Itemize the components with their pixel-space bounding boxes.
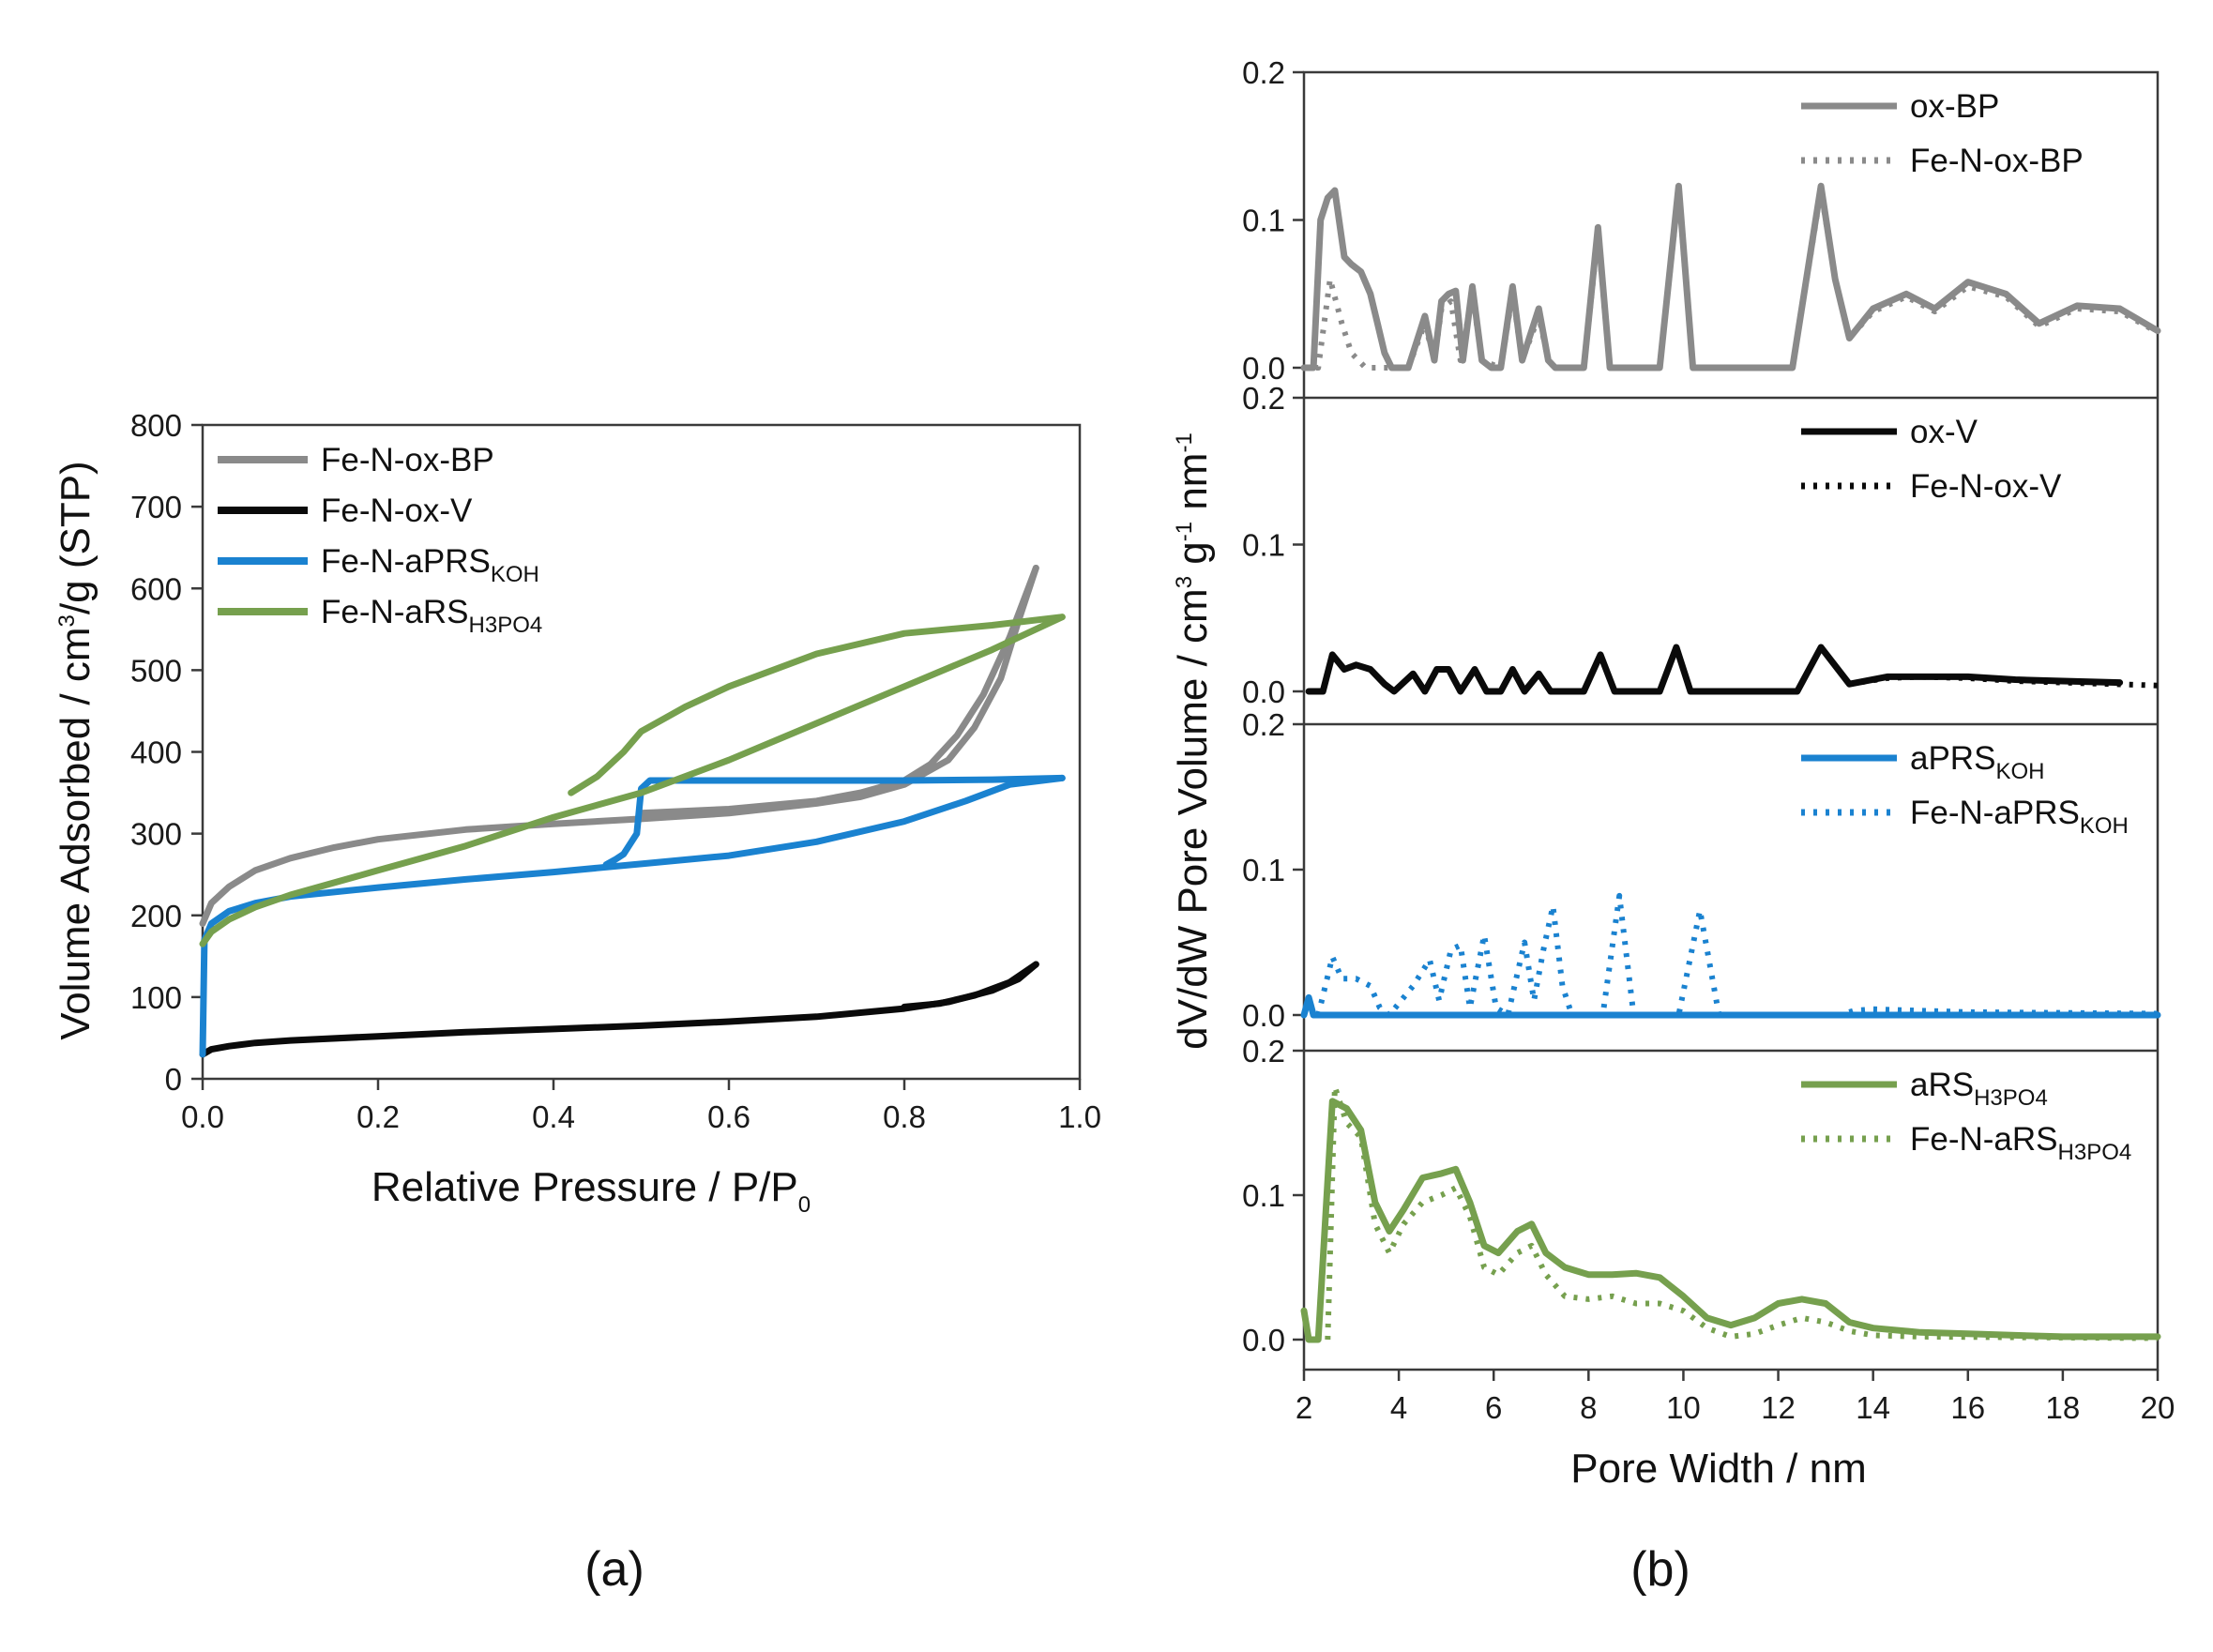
legend-label-main: aPRS [1910, 740, 1995, 777]
y-tick-label: 0.1 [1242, 528, 1285, 563]
series-fe-n-ars-h3po4-line [1325, 1084, 2159, 1341]
y-tick-label: 600 [130, 571, 182, 606]
y-tick-label: 0.2 [1242, 707, 1285, 742]
y-tick-label: 0.1 [1242, 1178, 1285, 1213]
series-fe-n-aprs-koh-line [1315, 892, 2159, 1018]
y-tick-label: 0.2 [1242, 55, 1285, 90]
y-tick-label: 0.2 [1242, 1034, 1285, 1068]
x-tick-label: 0.8 [883, 1099, 926, 1134]
legend-label-main: Fe-N-ox-V [1910, 468, 2062, 505]
panel-b-plot-frame [1302, 70, 2160, 1372]
legend-label-subscript: H3PO4 [1974, 1085, 2048, 1111]
legend-label-main: Fe-N-ox-V [321, 493, 473, 529]
legend-label-main: Fe-N-aRS [1910, 1121, 2058, 1158]
legend-label: Fe-N-ox-BP [321, 442, 494, 478]
x-tick-label: 18 [2046, 1390, 2081, 1425]
y-tick-label: 400 [130, 735, 182, 770]
y-tick-label: 0.2 [1242, 381, 1285, 416]
legend-label-subscript: KOH [491, 562, 539, 587]
legend-label-main: aRS [1910, 1067, 1974, 1103]
x-tick-label: 20 [2141, 1390, 2175, 1425]
panel-b-y-axis-label: dV/dW Pore Volume / cm3 g-1 nm-1 [1170, 432, 1216, 1050]
legend-label-main: ox-V [1910, 414, 1978, 450]
panel-a-caption: (a) [584, 1542, 644, 1597]
x-tick-label: 2 [1296, 1390, 1312, 1425]
legend-label: Fe-N-ox-BP [1910, 143, 2084, 179]
legend-label: Fe-N-aPRSKOH [321, 543, 539, 587]
series-fe-n-ox-bp-desorption-line [638, 565, 1039, 817]
legend-label-subscript: H3PO4 [2058, 1140, 2132, 1165]
legend-label-subscript: KOH [2080, 813, 2129, 839]
y-tick-label: 200 [130, 899, 182, 933]
legend-label-main: ox-BP [1910, 88, 1999, 125]
legend-label: ox-V [1910, 414, 1978, 450]
panel-b-chart: 2 4 6 8 10 12 14 16 18 20 0.00.10.20.00.10.20.00.… [1170, 55, 2175, 1492]
x-tick-label: 0.0 [181, 1099, 224, 1134]
series-fe-n-aprs-desorption-line [602, 774, 1066, 869]
legend-label: Fe-N-aPRSKOH [1910, 795, 2129, 839]
x-tick-label: 16 [1950, 1390, 1985, 1425]
series-fe-n-ox-v-desorption-line [901, 961, 1039, 1010]
x-tick-label: 14 [1856, 1390, 1890, 1425]
x-tick-label: 8 [1580, 1390, 1597, 1425]
legend-label: Fe-N-ox-V [321, 493, 473, 529]
y-tick-label: 0.0 [1242, 998, 1285, 1033]
x-tick-label: 4 [1390, 1390, 1407, 1425]
y-tick-label: 0.0 [1242, 674, 1285, 709]
legend-label: aRSH3PO4 [1910, 1067, 2048, 1111]
legend-label: aPRSKOH [1910, 740, 2044, 784]
y-tick-label: 100 [130, 980, 182, 1015]
legend-label-main: Fe-N-ox-BP [321, 442, 494, 478]
y-tick-label: 0.1 [1242, 853, 1285, 887]
legend-label-main: Fe-N-ox-BP [1910, 143, 2084, 179]
x-tick-label: 1.0 [1058, 1099, 1101, 1134]
x-tick-label: 0.6 [707, 1099, 750, 1134]
series-fe-n-aprs-adsorption-line [199, 774, 1066, 1058]
x-tick-label: 0.2 [356, 1099, 400, 1134]
y-tick-label: 0 [165, 1062, 182, 1097]
legend-label: Fe-N-ox-V [1910, 468, 2062, 505]
series-fe-n-ars-desorption-line [568, 614, 1066, 796]
y-tick-label: 500 [130, 653, 182, 688]
series-ars-h3po4-line [1300, 1098, 2161, 1343]
legend-label: ox-BP [1910, 88, 1999, 125]
panel-a-chart: 0.0 0.2 0.4 0.6 0.8 1.0 0 100 200 300 400 500 600 70… [53, 408, 1101, 1218]
y-tick-label: 700 [130, 490, 182, 524]
legend-label-subscript: H3PO4 [469, 613, 543, 638]
y-tick-label: 300 [130, 817, 182, 852]
y-tick-label: 800 [130, 408, 182, 443]
x-tick-label: 6 [1485, 1390, 1502, 1425]
legend-label-main: Fe-N-aPRS [321, 543, 491, 580]
series-aprs-koh-line [1300, 993, 2161, 1019]
series-ox-bp-line [1300, 182, 2161, 371]
y-tick-label: 0.0 [1242, 351, 1285, 386]
y-tick-label: 0.0 [1242, 1323, 1285, 1357]
series-ox-v-line [1305, 644, 2124, 695]
series-fe-n-ox-bp-line [1304, 188, 2160, 371]
panel-a-x-axis-label: Relative Pressure / P/P0 [371, 1164, 811, 1218]
series-fe-n-ars-adsorption-line [199, 614, 1066, 947]
panel-b-caption: (b) [1630, 1542, 1690, 1597]
panel-b-x-axis-label: Pore Width / nm [1570, 1446, 1866, 1492]
legend-label: Fe-N-aRSH3PO4 [321, 594, 542, 638]
x-tick-label: 12 [1761, 1390, 1796, 1425]
y-tick-label: 0.1 [1242, 204, 1285, 238]
legend-label-main: Fe-N-aRS [321, 594, 469, 630]
panel-a-y-axis-label: Volume Adsorbed / cm3/g (STP) [53, 461, 99, 1039]
legend-label-subscript: KOH [1995, 759, 2044, 784]
x-tick-label: 10 [1666, 1390, 1701, 1425]
legend-label-main: Fe-N-aPRS [1910, 795, 2080, 831]
x-tick-label: 0.4 [532, 1099, 575, 1134]
legend-label: Fe-N-aRSH3PO4 [1910, 1121, 2131, 1165]
